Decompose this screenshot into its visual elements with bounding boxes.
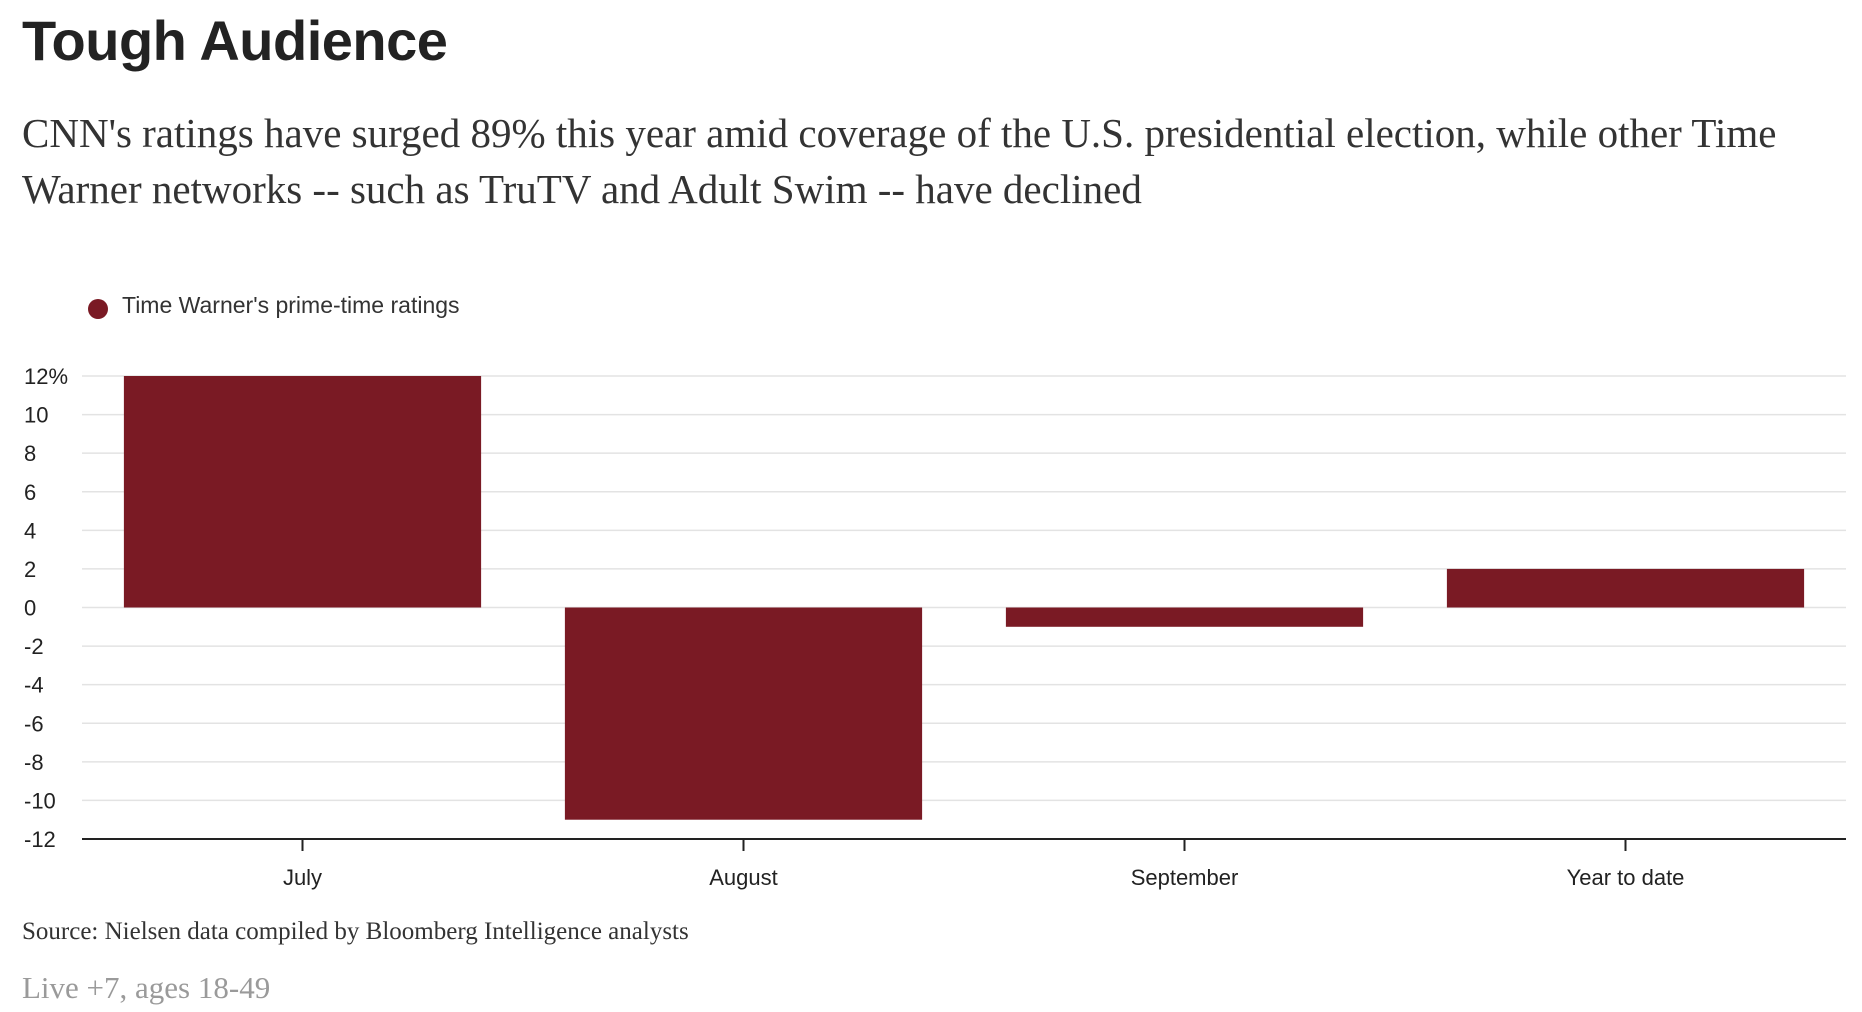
x-tick-label: July [283,865,322,890]
chart-subtitle: CNN's ratings have surged 89% this year … [22,110,1777,212]
bar-september [1005,607,1364,627]
y-tick-label: -6 [24,711,44,736]
legend: Time Warner's prime-time ratings [88,292,460,319]
source-note: Source: Nielsen data compiled by Bloombe… [22,918,689,945]
y-tick-label: -4 [24,673,44,698]
y-tick-label: 4 [24,518,36,543]
y-tick-label: 2 [24,557,36,582]
bar-august [564,607,923,820]
y-tick-label: 10 [24,403,48,428]
x-tick-label: September [1131,865,1239,890]
legend-swatch [88,298,108,319]
chart-title: Tough Audience [22,9,448,72]
legend-label: Time Warner's prime-time ratings [122,292,460,318]
bars [123,376,1805,820]
y-tick-label: 8 [24,441,36,466]
y-tick-label: 0 [24,596,36,621]
bar-chart: 12% 10 8 6 4 2 0 -2 -4 -6 -8 -10 -12 July August Septem… [24,364,1846,890]
y-tick-label: -2 [24,634,44,659]
axes: 12% 10 8 6 4 2 0 -2 -4 -6 -8 -10 -12 July August Septem… [24,364,1846,890]
y-tick-label: -10 [24,788,56,813]
x-tick-label: Year to date [1567,865,1685,890]
bar-july [123,376,482,608]
x-tick-label: August [709,865,778,890]
y-tick-label: -8 [24,750,44,775]
y-tick-label: -12 [24,827,56,852]
bar-year-to-date [1446,568,1805,608]
y-tick-label: 12% [24,364,68,389]
footnote: Live +7, ages 18-49 [22,970,271,1005]
y-tick-label: 6 [24,480,36,505]
